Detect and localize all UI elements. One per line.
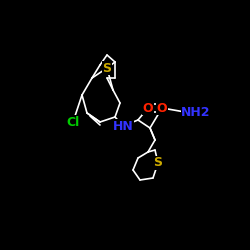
Text: O: O (143, 102, 153, 114)
Text: O: O (157, 102, 167, 114)
Text: S: S (102, 62, 112, 74)
Text: NH2: NH2 (181, 106, 211, 118)
Text: HN: HN (112, 120, 134, 132)
Text: S: S (154, 156, 162, 170)
Text: Cl: Cl (66, 116, 80, 128)
